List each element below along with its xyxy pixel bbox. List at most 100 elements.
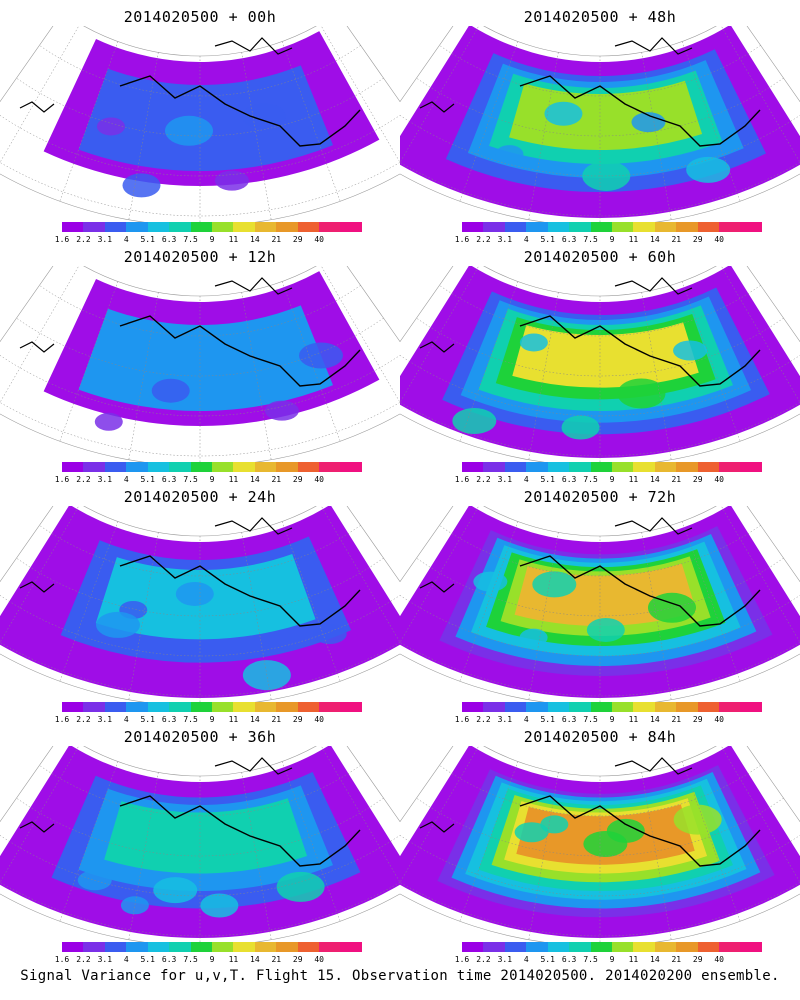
variance-band (78, 65, 333, 171)
coastline (119, 555, 361, 627)
colorbar-cell (233, 702, 255, 712)
colorbar-cell (169, 942, 191, 952)
meridian-line (528, 772, 559, 940)
colorbar-cell (319, 462, 341, 472)
colorbar-cell (297, 222, 320, 232)
colorbar-label: 4 (123, 475, 129, 484)
coastline (19, 581, 55, 593)
variance-blob (519, 333, 548, 352)
colorbar-label: 3.1 (497, 475, 513, 484)
meridian-line (241, 292, 272, 460)
meridian-line (281, 41, 341, 202)
meridian-line (0, 26, 80, 163)
parallel-line (439, 525, 761, 577)
colorbar-cell (483, 222, 505, 232)
parallel-line (400, 162, 800, 217)
meridian-line (128, 772, 159, 940)
colorbar-cell (740, 942, 762, 952)
colorbar-label: 3.1 (497, 235, 513, 244)
colorbar-label: 4 (523, 235, 529, 244)
colorbar-label: 2.2 (476, 235, 491, 244)
variance-blob (276, 871, 325, 902)
colorbar-cell (633, 702, 655, 712)
colorbar-cell (83, 462, 105, 472)
colorbar-label: 1.6 (454, 715, 470, 724)
colorbar-label: 21 (671, 955, 682, 964)
colorbar-cell (569, 222, 591, 232)
variance-blob (120, 896, 149, 915)
colorbar-cell (62, 702, 84, 712)
variance-blob (519, 628, 548, 647)
variance-blob (122, 173, 161, 198)
colorbar-cell (547, 702, 570, 712)
parallel-line (439, 45, 761, 97)
meridian-line (281, 761, 341, 922)
map-panel: 2014020500 + 12h 1.6 2.2 3.1 4 5.1 6.3 7.5 9 11 14… (0, 240, 400, 484)
colorbar-cell (126, 222, 148, 232)
coastline (119, 75, 361, 147)
meridian-line (400, 266, 480, 403)
variance-map (400, 746, 800, 942)
colorbar-label: 9 (609, 475, 615, 484)
map-panel: 2014020500 + 36h 1.6 2.2 3.1 4 5.1 6.3 7.5 9 11 14… (0, 720, 400, 964)
colorbar-cell (654, 222, 677, 232)
colorbar-cell (276, 942, 298, 952)
variance-blob (241, 103, 286, 130)
colorbar-label: 3.1 (97, 955, 113, 964)
panel-title: 2014020500 + 72h (523, 488, 677, 506)
colorbar-label: 11 (628, 235, 639, 244)
parallel-line (39, 45, 361, 97)
variance-map (400, 506, 800, 702)
colorbar-label: 1.6 (454, 955, 470, 964)
coastline (214, 277, 293, 295)
colorbar-cell (676, 702, 698, 712)
colorbar-label: 9 (609, 955, 615, 964)
colorbar-cell (211, 222, 234, 232)
meridian-line (59, 521, 119, 682)
meridian-line (459, 761, 519, 922)
colorbar-cell (319, 222, 341, 232)
colorbar-label: 1.6 (54, 715, 70, 724)
panel-title: 2014020500 + 24h (123, 488, 277, 506)
colorbar-label: 7.5 (183, 475, 198, 484)
colorbar-cell (740, 462, 762, 472)
colorbar-cell (104, 462, 127, 472)
colorbar-cell (276, 222, 298, 232)
colorbar-label: 29 (292, 235, 303, 244)
meridian-line (281, 281, 341, 442)
colorbar-label: 21 (271, 235, 282, 244)
colorbar (462, 942, 762, 954)
colorbar-cell (697, 462, 720, 472)
colorbar-cell (297, 462, 320, 472)
colorbar (462, 222, 762, 234)
coastline (214, 517, 293, 535)
coastline (614, 277, 693, 295)
colorbar-label: 6.3 (561, 955, 577, 964)
colorbar-label: 6.3 (561, 715, 577, 724)
colorbar-cell (340, 702, 362, 712)
colorbar-label: 29 (692, 235, 703, 244)
colorbar-cell (611, 462, 634, 472)
colorbar-cell (504, 222, 527, 232)
colorbar-label: 1.6 (54, 475, 70, 484)
meridian-line (128, 52, 159, 220)
coastline (419, 101, 455, 113)
colorbar (62, 222, 362, 234)
meridian-line (320, 746, 400, 883)
panel-title: 2014020500 + 36h (123, 728, 277, 746)
meridian-line (241, 772, 272, 940)
coastline (519, 75, 761, 147)
variance-blob (631, 112, 666, 133)
colorbar-label: 5.1 (540, 955, 555, 964)
colorbar-cell (611, 702, 634, 712)
colorbar-label: 40 (314, 475, 324, 484)
colorbar-cell (233, 462, 255, 472)
meridian-line (241, 52, 272, 220)
meridian-line (320, 506, 400, 643)
map-panel: 2014020500 + 72h 1.6 2.2 3.1 4 5.1 6.3 7.5 9 11 14… (400, 480, 800, 724)
colorbar-label: 11 (228, 475, 239, 484)
colorbar-cell (169, 462, 191, 472)
colorbar-cell (526, 942, 548, 952)
colorbar (62, 702, 362, 714)
colorbar-cell (126, 462, 148, 472)
